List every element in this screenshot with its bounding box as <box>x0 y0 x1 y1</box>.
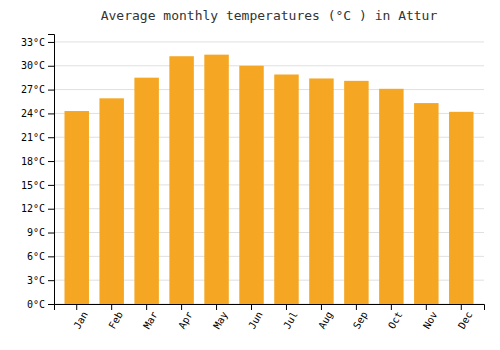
y-tick-mark <box>48 209 54 210</box>
y-tick-mark <box>48 304 54 305</box>
x-tick-label: Jan <box>71 310 90 331</box>
y-tick-label: 21°C <box>21 132 45 143</box>
y-tick: 33°C <box>21 37 54 48</box>
y-tick: 30°C <box>21 60 54 71</box>
y-tick-mark <box>48 66 54 67</box>
x-tick-label: Oct <box>386 310 405 331</box>
x-tick: Sep <box>351 304 370 331</box>
y-tick-label: 3°C <box>27 275 45 286</box>
y-tick-mark <box>48 256 54 257</box>
x-tick-label: Jun <box>246 310 265 331</box>
y-tick-label: 6°C <box>27 251 45 262</box>
x-tick-label: Dec <box>456 310 475 331</box>
y-tick: 24°C <box>21 108 54 119</box>
x-tick-mark <box>356 304 357 310</box>
x-tick-label: Nov <box>421 310 440 331</box>
y-tick-mark <box>48 90 54 91</box>
bar <box>344 81 368 304</box>
y-tick-label: 0°C <box>27 299 45 310</box>
x-tick: Mar <box>141 304 160 331</box>
chart: 0°C 3°C 6°C 9°C 12°C 15°C 18°C 21°C 24°C 27°C 30°C… <box>0 0 500 350</box>
plot: 0°C 3°C 6°C 9°C 12°C 15°C 18°C 21°C 24°C 27°C 30°C… <box>21 35 485 331</box>
bar <box>204 55 228 304</box>
grid-line <box>54 89 484 90</box>
bar <box>64 111 88 304</box>
y-tick: 9°C <box>27 227 54 238</box>
bar <box>134 78 158 304</box>
x-tick-mark <box>216 304 217 310</box>
x-tick: Nov <box>421 304 440 331</box>
bar <box>309 78 333 304</box>
bar <box>379 89 403 304</box>
x-tick-mark <box>146 304 147 310</box>
y-tick-mark <box>48 42 54 43</box>
bar <box>274 75 298 305</box>
bar <box>239 66 263 304</box>
y-tick-label: 24°C <box>21 108 45 119</box>
x-tick-label: Mar <box>141 310 160 331</box>
x-tick-mark <box>286 304 287 310</box>
bar <box>99 98 123 304</box>
x-tick: Dec <box>456 304 475 331</box>
y-tick-mark <box>48 280 54 281</box>
y-tick-mark <box>48 113 54 114</box>
x-tick-label: Sep <box>351 310 370 331</box>
y-tick: 6°C <box>27 251 54 262</box>
x-tick-mark <box>426 304 427 310</box>
x-tick: Jun <box>246 304 265 331</box>
x-tick-label: Apr <box>176 310 195 331</box>
bar <box>169 56 193 304</box>
x-tick: Apr <box>176 304 195 331</box>
y-tick-label: 15°C <box>21 180 45 191</box>
x-tick-mark <box>391 304 392 310</box>
y-axis-line <box>48 35 55 305</box>
x-axis-line <box>55 305 485 311</box>
bar <box>414 103 438 304</box>
y-tick: 27°C <box>21 84 54 95</box>
y-tick: 15°C <box>21 180 54 191</box>
y-tick-label: 33°C <box>21 37 45 48</box>
y-tick-label: 27°C <box>21 84 45 95</box>
x-tick: Feb <box>106 304 125 331</box>
y-tick-label: 12°C <box>21 203 45 214</box>
x-tick-label: Jul <box>281 310 300 331</box>
grid-line <box>54 65 484 66</box>
y-tick: 12°C <box>21 203 54 214</box>
x-tick-mark <box>111 304 112 310</box>
x-tick-mark <box>76 304 77 310</box>
y-axis: 0°C 3°C 6°C 9°C 12°C 15°C 18°C 21°C 24°C 27°C 30°C… <box>21 35 55 310</box>
y-tick: 0°C <box>27 299 54 310</box>
x-tick-label: Aug <box>316 310 335 331</box>
y-tick-label: 9°C <box>27 227 45 238</box>
grid <box>54 42 484 304</box>
x-tick-mark <box>251 304 252 310</box>
title: Average monthly temperatures (°C ) in At… <box>101 8 438 23</box>
x-tick-mark <box>321 304 322 310</box>
y-tick-mark <box>48 137 54 138</box>
x-tick: Jan <box>71 304 90 331</box>
y-tick: 21°C <box>21 132 54 143</box>
x-tick-label: May <box>211 310 230 331</box>
x-tick-mark <box>181 304 182 310</box>
y-tick: 18°C <box>21 156 54 167</box>
x-tick: Jul <box>281 304 300 331</box>
x-tick: May <box>211 304 230 331</box>
y-tick-label: 18°C <box>21 156 45 167</box>
bar <box>449 112 473 304</box>
bars <box>64 55 473 304</box>
x-tick-label: Feb <box>106 310 125 331</box>
y-tick-mark <box>48 233 54 234</box>
x-tick: Oct <box>386 304 405 331</box>
x-axis: Jan Feb Mar Apr May Jun Jul Aug Sep Oct Nov Dec <box>55 304 485 331</box>
y-tick-mark <box>48 161 54 162</box>
grid-line <box>54 41 484 42</box>
y-tick-label: 30°C <box>21 60 45 71</box>
y-tick-mark <box>48 185 54 186</box>
x-tick: Aug <box>316 304 335 331</box>
x-tick-mark <box>461 304 462 310</box>
y-tick: 3°C <box>27 275 54 286</box>
